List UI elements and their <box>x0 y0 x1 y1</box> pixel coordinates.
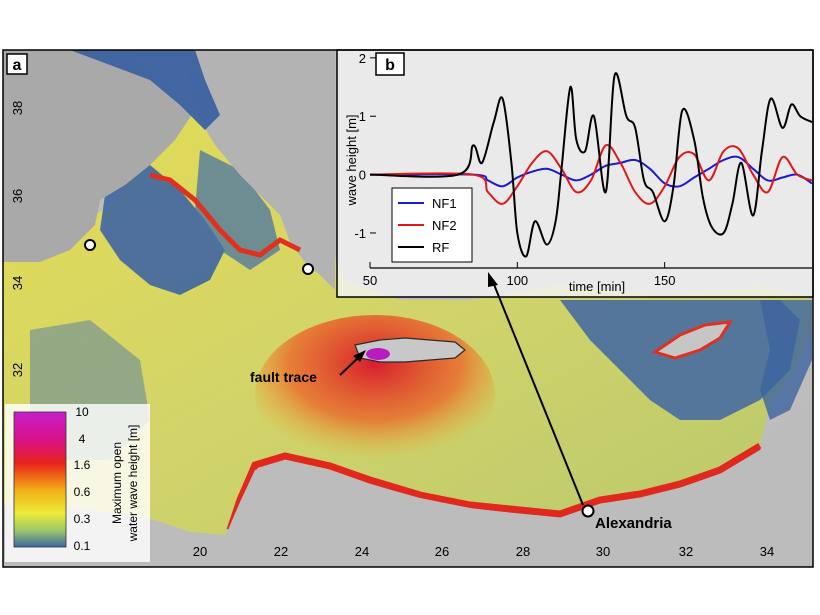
lon-tick-24: 24 <box>355 544 369 559</box>
lon-tick-32: 32 <box>679 544 693 559</box>
deep-region-central <box>195 150 280 270</box>
alexandria-arrow <box>492 281 584 506</box>
lon-tick-22: 22 <box>274 544 288 559</box>
y-tick-label: 0 <box>359 168 366 183</box>
land-cyprus <box>651 320 733 360</box>
colorbar-tick-0-3: 0.3 <box>74 512 91 526</box>
y-tick-label: 2 <box>359 51 366 66</box>
colorbar-tick-4: 4 <box>79 432 86 446</box>
series-line-nf1 <box>369 155 813 188</box>
peak-wave-spot <box>366 348 390 360</box>
legend-items: NF1 NF2 RF <box>398 196 457 255</box>
deep-region-east <box>560 300 800 420</box>
alexandria-label: Alexandria <box>595 515 672 532</box>
colorbar-title-line2: water wave height [m] <box>126 425 140 543</box>
colorbar-tick-0-6: 0.6 <box>74 485 91 499</box>
lon-tick-34: 34 <box>760 544 774 559</box>
inset-legend: NF1 NF2 RF <box>391 187 473 263</box>
fault-trace-label: fault trace <box>250 369 317 385</box>
x-tick-label: 50 <box>363 273 377 288</box>
lat-tick-34: 34 <box>10 276 25 290</box>
alexandria-marker <box>581 504 595 518</box>
colorbar-tick-1-6: 1.6 <box>74 458 91 472</box>
colorbar-tick-10: 10 <box>75 405 89 419</box>
legend-label-nf2: NF2 <box>432 218 457 233</box>
inset-xlabel: time [min] <box>569 279 625 294</box>
colorbar: 10 4 1.6 0.6 0.3 0.1 Maximum open water … <box>5 404 150 562</box>
land-greece <box>185 50 335 290</box>
coastal-high-greece <box>149 172 302 258</box>
inset-ylabel: wave height [m] <box>344 114 359 206</box>
colorbar-title-line1: Maximum open <box>110 442 124 524</box>
fault-arrow-head <box>353 350 366 362</box>
lon-tick-28: 28 <box>516 544 530 559</box>
legend-label-rf: RF <box>432 240 449 255</box>
panel-a-label: a <box>13 57 22 74</box>
fault-arrow <box>339 355 361 376</box>
panel-b-box <box>375 52 405 76</box>
lon-tick-20: 20 <box>193 544 207 559</box>
coastal-high-africa <box>226 442 762 532</box>
hot-zone-crete <box>255 315 495 475</box>
panel-b-label: b <box>385 57 395 74</box>
tide-gauge-marker-greece <box>302 263 314 275</box>
lat-ticks: 38 36 34 32 <box>10 101 25 377</box>
x-tick-label: 150 <box>654 273 676 288</box>
lat-tick-36: 36 <box>10 189 25 203</box>
deep-region-levant <box>760 300 812 420</box>
panel-a-box <box>6 53 28 75</box>
land-adriatic-coast <box>70 50 220 130</box>
alexandria-arrow-head <box>488 272 498 287</box>
lon-tick-30: 30 <box>596 544 610 559</box>
lat-tick-38: 38 <box>10 101 25 115</box>
land-africa <box>3 400 813 567</box>
lon-ticks: 20 22 24 26 28 30 32 34 <box>193 544 774 559</box>
inset-chart-layer: 2 1 0 -1 50 100 150 <box>354 51 813 288</box>
deep-region-ionian <box>100 165 225 295</box>
inset-panel: b wave height [m] time [min] 2 1 0 -1 50 100 1… <box>336 49 814 298</box>
tide-gauge-marker-italy <box>84 239 96 251</box>
lat-tick-32: 32 <box>10 363 25 377</box>
colorbar-tick-0-1: 0.1 <box>74 539 91 553</box>
legend-label-nf1: NF1 <box>432 196 457 211</box>
y-tick-label: -1 <box>354 226 366 241</box>
x-tick-label: 100 <box>506 273 528 288</box>
series-line-rf <box>369 72 813 258</box>
land-italy <box>3 50 195 262</box>
colorbar-gradient <box>13 411 67 548</box>
lon-tick-26: 26 <box>435 544 449 559</box>
inset-frame <box>336 49 814 298</box>
y-tick-label: 1 <box>359 109 366 124</box>
